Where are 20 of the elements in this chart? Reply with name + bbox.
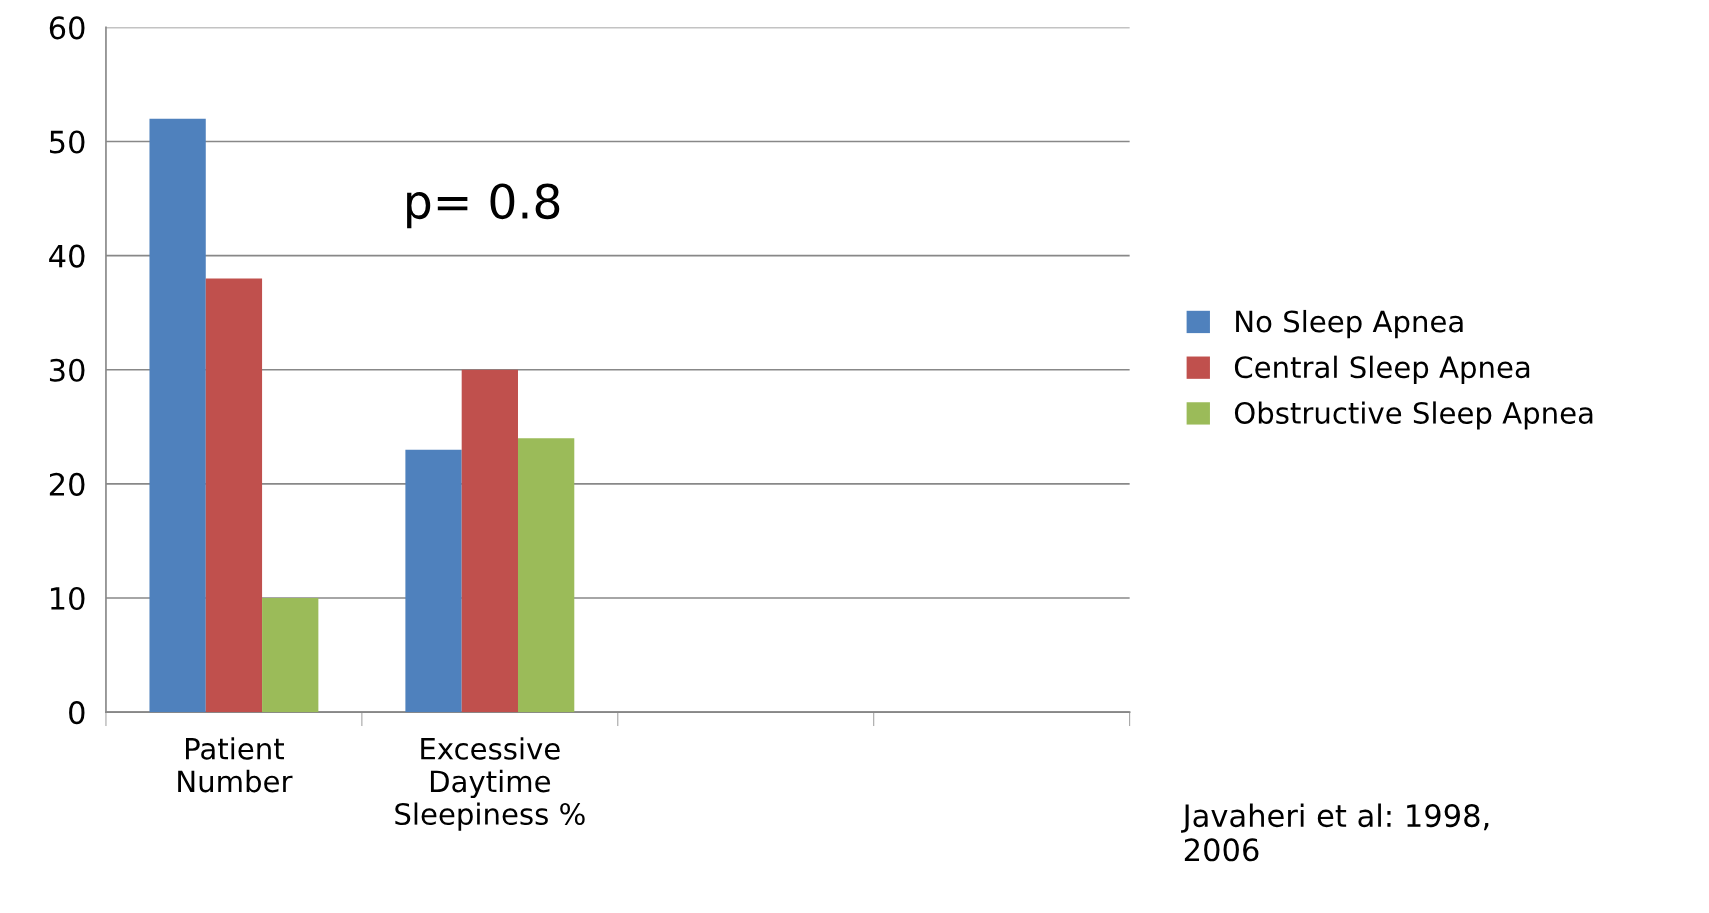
x-tick-label: Patient Number [178,737,293,793]
bar [205,278,263,713]
text: Javaheri et al: 1998, 2006 [1181,803,1489,862]
legend-label: No Sleep Apnea [1236,309,1463,339]
y-tick-label: 0 [69,701,85,725]
legend-label: Obstructive Sleep Apnea [1234,401,1593,430]
bar [149,118,206,713]
y-tick-label: 40 [49,244,85,268]
bar [262,598,319,713]
annotation: p= 0.8 [407,183,560,229]
x-tick-label: Excessive Daytime Sleepiness % [395,737,585,831]
y-tick-label: 10 [50,586,85,611]
y-tick-label: 50 [49,130,85,154]
y-tick-label: 20 [49,472,85,496]
legend-label: Central Sleep Apnea [1234,355,1530,384]
bar [517,438,575,713]
bar [405,449,462,713]
y-tick-label: 60 [49,16,85,40]
bar [461,369,518,713]
y-tick-label: 30 [49,358,85,382]
